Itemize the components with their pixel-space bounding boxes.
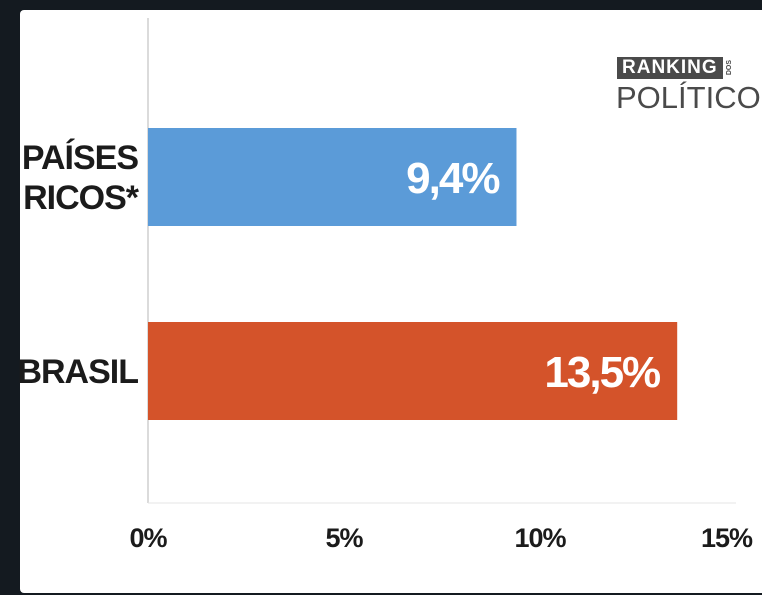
- category-label: PAÍSES: [22, 139, 139, 177]
- data-label-brasil: 13,5%: [544, 348, 660, 397]
- x-tick-label: 5%: [325, 523, 363, 553]
- bar-brasil: [148, 322, 678, 420]
- logo: RANKING DOS: [617, 57, 734, 79]
- x-tick-label: 0%: [129, 523, 167, 553]
- logo-politicos: POLÍTICOS: [616, 80, 762, 115]
- logo-ranking: RANKING: [617, 57, 723, 79]
- data-label-paises-ricos: 9,4%: [406, 154, 499, 203]
- x-tick-label: 10%: [514, 523, 566, 553]
- chart-panel: RANKING DOS POLÍTICOS: [20, 10, 762, 593]
- category-label: RICOS*: [23, 179, 140, 217]
- x-tick-label: 15%: [701, 523, 753, 553]
- bar-paises-ricos: [148, 128, 517, 226]
- category-label: BRASIL: [17, 353, 138, 391]
